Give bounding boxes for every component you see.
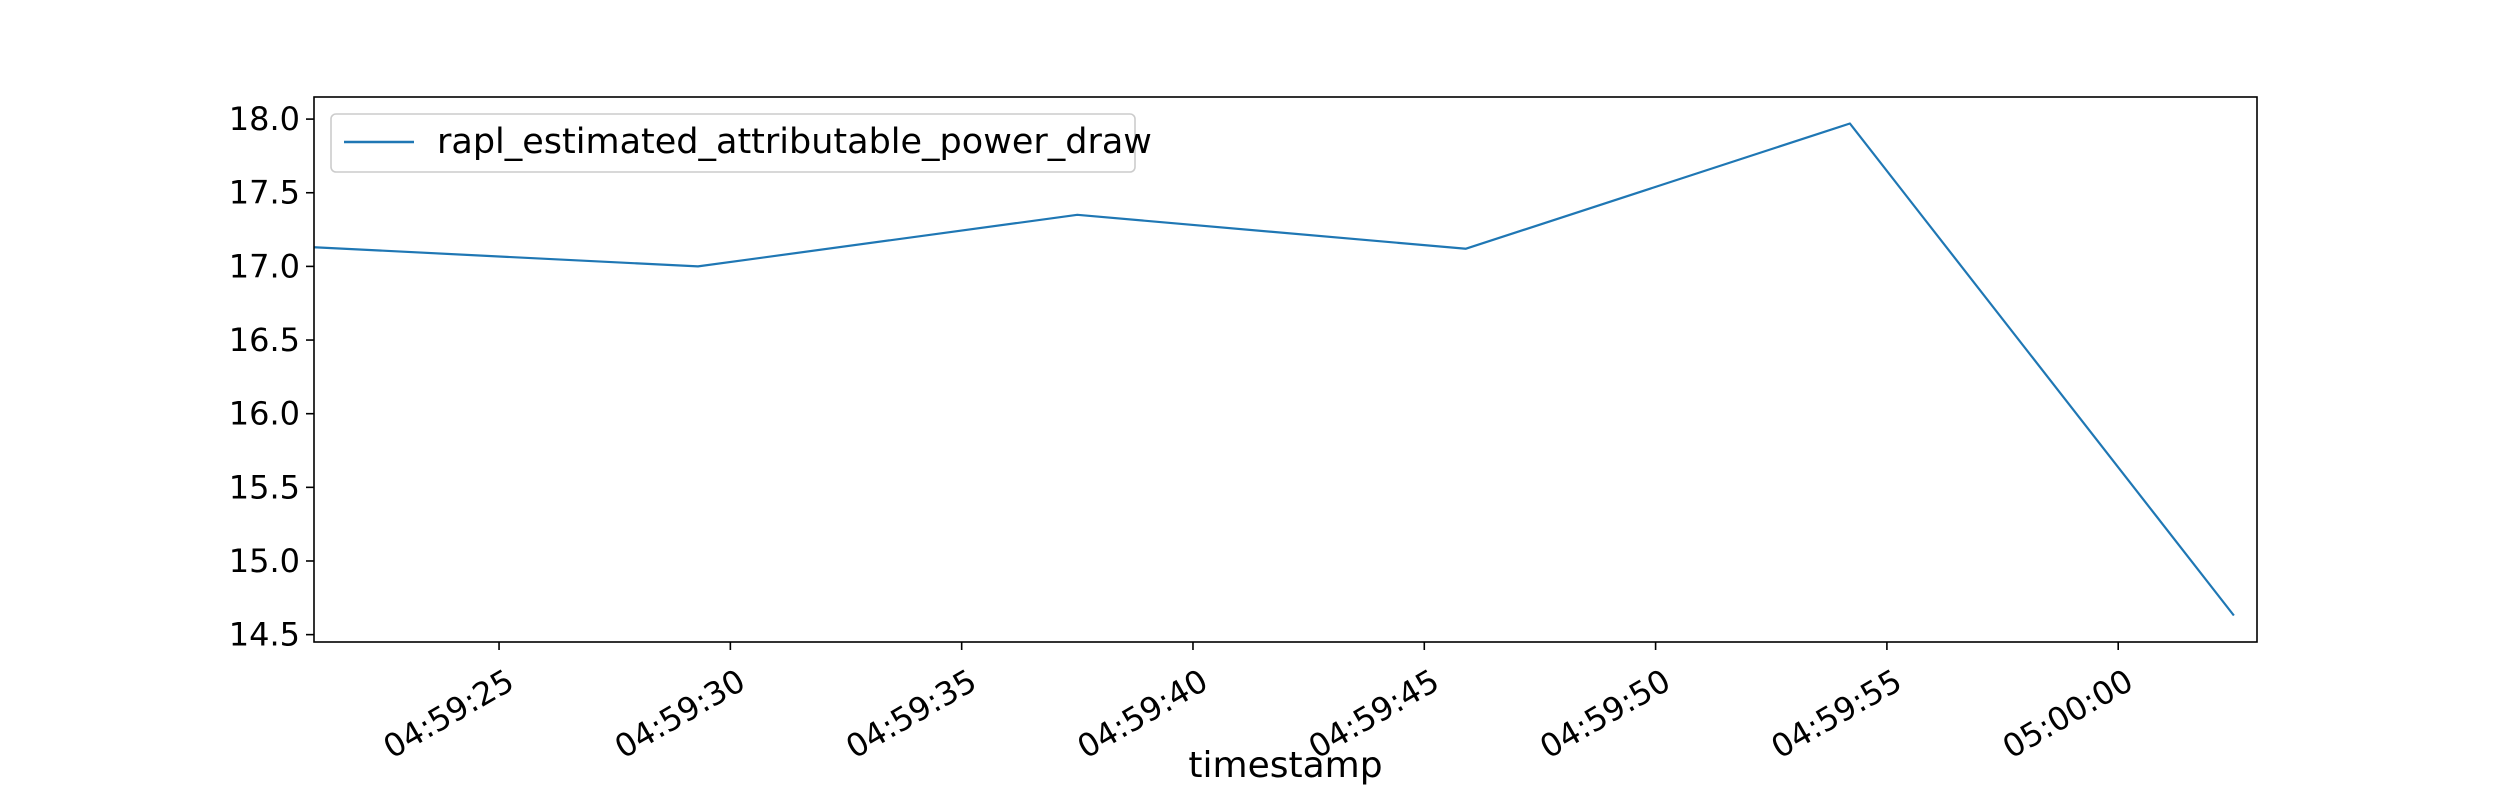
y-tick-label: 16.5 bbox=[229, 321, 300, 359]
y-tick-label: 17.0 bbox=[229, 247, 300, 285]
y-tick-label: 15.5 bbox=[229, 468, 300, 506]
legend-box bbox=[330, 113, 1136, 173]
legend: rapl_estimated_attributable_power_draw bbox=[330, 113, 1152, 173]
y-tick-label: 14.5 bbox=[229, 616, 300, 654]
y-tick-label: 15.0 bbox=[229, 542, 300, 580]
x-axis-label: timestamp bbox=[1188, 745, 1382, 786]
y-axis-ticks: 14.5 15.0 15.5 16.0 16.5 17.0 17.5 18.0 bbox=[229, 100, 314, 654]
y-tick-label: 18.0 bbox=[229, 100, 300, 138]
axes-frame bbox=[313, 96, 2258, 643]
legend-label: rapl_estimated_attributable_power_draw bbox=[437, 122, 1152, 162]
series-line-0 bbox=[313, 122, 2235, 617]
y-tick-label: 16.0 bbox=[229, 395, 300, 433]
y-tick-label: 17.5 bbox=[229, 174, 300, 212]
